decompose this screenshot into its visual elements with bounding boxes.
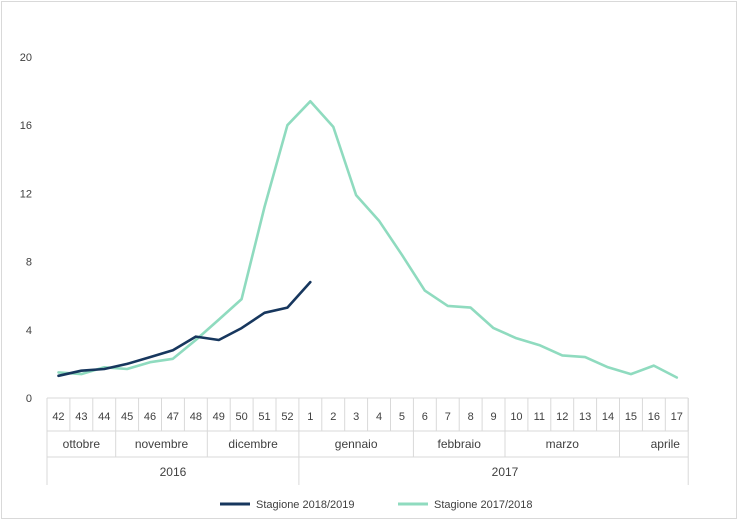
- plot-area: [57, 100, 679, 379]
- y-tick-label: 0: [26, 393, 32, 405]
- y-tick-label: 20: [20, 52, 32, 64]
- month-label: novembre: [135, 437, 189, 451]
- x-tick-label: 1: [307, 411, 313, 423]
- legend-label: Stagione 2018/2019: [256, 499, 354, 511]
- x-tick-label: 47: [167, 411, 179, 423]
- x-tick-label: 10: [510, 411, 522, 423]
- x-tick-label: 42: [52, 411, 64, 423]
- x-tick-label: 6: [422, 411, 428, 423]
- series-line-1: [57, 280, 312, 378]
- y-tick-label: 12: [20, 188, 32, 200]
- x-tick-label: 13: [579, 411, 591, 423]
- y-tick-label: 4: [26, 325, 32, 337]
- x-tick-label: 16: [648, 411, 660, 423]
- x-tick-label: 50: [236, 411, 248, 423]
- legend-label: Stagione 2017/2018: [434, 499, 532, 511]
- y-axis-ticks: 0 4 8 12 16 20: [20, 52, 32, 405]
- x-tick-label: 14: [602, 411, 614, 423]
- x-tick-label: 4: [376, 411, 382, 423]
- year-label: 2016: [160, 465, 187, 479]
- x-tick-label: 48: [190, 411, 202, 423]
- month-label: dicembre: [228, 437, 278, 451]
- x-tick-label: 43: [75, 411, 87, 423]
- y-tick-label: 16: [20, 120, 32, 132]
- y-tick-label: 8: [26, 257, 32, 269]
- x-tick-label: 12: [556, 411, 568, 423]
- month-label: marzo: [546, 437, 580, 451]
- x-tick-label: 7: [445, 411, 451, 423]
- legend: Stagione 2018/2019 Stagione 2017/2018: [220, 499, 532, 511]
- x-tick-label: 17: [671, 411, 683, 423]
- x-tick-label: 51: [258, 411, 270, 423]
- x-tick-label: 9: [490, 411, 496, 423]
- x-tick-label: 46: [144, 411, 156, 423]
- series-line-2: [57, 100, 679, 379]
- x-tick-label: 45: [121, 411, 133, 423]
- month-label: aprile: [651, 437, 681, 451]
- x-tick-label: 8: [468, 411, 474, 423]
- x-axis: 42 43 44 45 46 47 48 49 50 51 52 1 2 3 4 5 6 7 8 9 10 11 12 13 1…: [46, 397, 689, 485]
- x-tick-label: 44: [98, 411, 110, 423]
- month-label: febbraio: [438, 437, 482, 451]
- x-tick-label: 2: [330, 411, 336, 423]
- x-tick-label: 5: [399, 411, 405, 423]
- month-label: ottobre: [63, 437, 101, 451]
- year-label: 2017: [492, 465, 519, 479]
- month-label: gennaio: [335, 437, 378, 451]
- x-tick-label: 11: [534, 411, 545, 423]
- x-tick-label: 15: [625, 411, 637, 423]
- x-tick-label: 52: [281, 411, 293, 423]
- x-tick-label: 3: [353, 411, 359, 423]
- x-tick-label: 49: [213, 411, 225, 423]
